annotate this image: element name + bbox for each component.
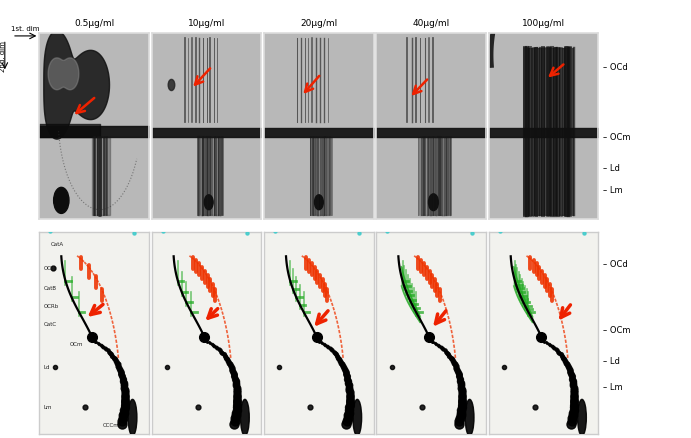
Text: – Lm: – Lm <box>603 383 623 392</box>
Text: – OCm: – OCm <box>603 326 631 335</box>
Ellipse shape <box>240 399 249 436</box>
Text: – OCm: – OCm <box>603 134 631 142</box>
Text: 40μg/ml: 40μg/ml <box>413 19 450 28</box>
Circle shape <box>168 79 175 91</box>
Text: 0.5μg/ml: 0.5μg/ml <box>74 19 114 28</box>
Polygon shape <box>48 58 79 90</box>
Ellipse shape <box>353 399 361 436</box>
Text: OCRb: OCRb <box>44 304 59 309</box>
Text: – Ld: – Ld <box>603 164 620 173</box>
Text: Ld: Ld <box>44 364 50 370</box>
Text: CatA: CatA <box>50 242 64 247</box>
Text: – Lm: – Lm <box>603 186 623 195</box>
Text: OCm: OCm <box>70 343 84 347</box>
Circle shape <box>205 195 213 210</box>
Ellipse shape <box>578 399 587 436</box>
Text: – OCd: – OCd <box>603 261 628 269</box>
Text: 100μg/ml: 100μg/ml <box>522 19 565 28</box>
Circle shape <box>54 187 69 213</box>
Polygon shape <box>44 31 110 139</box>
Text: CatB: CatB <box>44 286 57 291</box>
Text: Lm: Lm <box>44 405 53 410</box>
Text: 10μg/ml: 10μg/ml <box>188 19 225 28</box>
Ellipse shape <box>128 399 137 436</box>
Text: 1st. dim: 1st. dim <box>11 26 39 32</box>
Circle shape <box>314 195 323 210</box>
Text: – Ld: – Ld <box>603 357 620 366</box>
Text: OCd: OCd <box>44 266 55 271</box>
Text: CatC: CatC <box>44 322 57 327</box>
Ellipse shape <box>465 399 474 436</box>
Text: 2nd. dim: 2nd. dim <box>0 41 6 71</box>
Text: 20μg/ml: 20μg/ml <box>301 19 337 28</box>
Circle shape <box>428 194 438 211</box>
Text: CCCm*: CCCm* <box>103 423 122 428</box>
Text: – OCd: – OCd <box>603 64 628 72</box>
